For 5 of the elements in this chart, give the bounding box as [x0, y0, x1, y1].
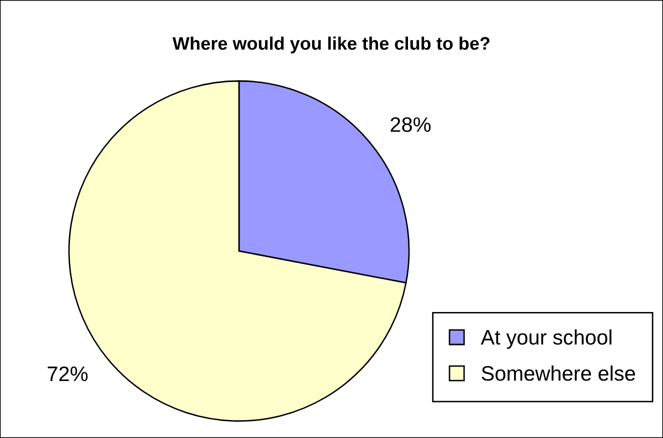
- legend-label: At your school: [480, 329, 612, 349]
- data-label: 28%: [390, 117, 431, 132]
- chart-title: Where would you like the club to be?: [172, 36, 490, 54]
- data-label: 72%: [48, 366, 88, 382]
- legend-label: Somewhere else: [482, 365, 635, 381]
